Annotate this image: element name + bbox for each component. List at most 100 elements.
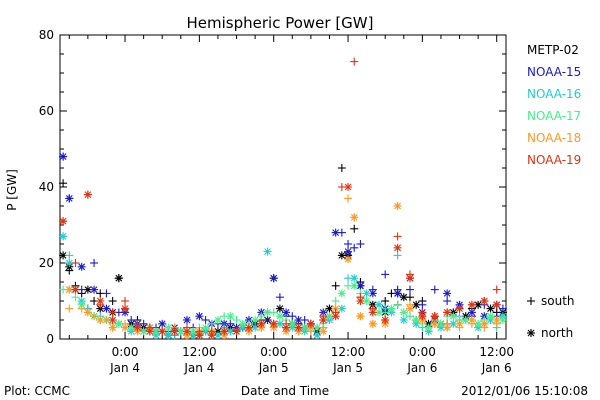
x-tick-date-label: Jan 4 xyxy=(183,361,214,375)
point-metp-02-south xyxy=(337,164,346,172)
x-tick-time-label: 12:00 xyxy=(479,345,514,359)
point-noaa-19-north xyxy=(443,308,452,317)
point-noaa-17-north xyxy=(114,319,123,328)
point-noaa-15-south xyxy=(418,300,427,309)
point-noaa-18-north xyxy=(480,319,489,328)
point-noaa-19-north xyxy=(158,327,167,336)
plus-symbol-icon xyxy=(527,297,535,305)
legend-entry-noaa-17: NOAA-17 xyxy=(527,109,581,123)
point-noaa-17-south xyxy=(207,319,216,328)
point-noaa-18-north xyxy=(467,316,476,324)
point-noaa-19-north xyxy=(59,217,68,226)
point-noaa-18-north xyxy=(344,255,353,264)
point-noaa-16-south xyxy=(393,251,402,260)
y-tick-label: 80 xyxy=(39,28,54,42)
legend-entry-noaa-15: NOAA-15 xyxy=(527,65,581,79)
point-noaa-19-north xyxy=(71,285,80,294)
y-tick-label: 40 xyxy=(39,180,54,194)
point-noaa-19-north xyxy=(455,304,464,313)
point-noaa-18-south xyxy=(344,194,353,203)
point-noaa-19-north xyxy=(232,327,241,336)
point-noaa-17-north xyxy=(251,316,260,324)
x-tick-time-label: 0:00 xyxy=(409,345,436,359)
point-noaa-16-north xyxy=(263,247,272,256)
point-noaa-15-south xyxy=(350,243,359,252)
point-noaa-15-north xyxy=(158,319,167,328)
point-noaa-18-north xyxy=(492,316,501,324)
point-noaa-15-south xyxy=(498,304,507,313)
point-noaa-19-north xyxy=(430,312,439,321)
footer-plot-source: Plot: CCMC xyxy=(4,384,70,398)
footer-timestamp: 2012/01/06 15:10:08 xyxy=(461,384,588,398)
x-tick-date-label: Jan 6 xyxy=(481,361,512,375)
point-noaa-19-north xyxy=(121,304,130,313)
point-noaa-19-north xyxy=(220,327,229,336)
point-noaa-18-north xyxy=(96,316,105,324)
point-noaa-15-south xyxy=(344,240,353,248)
point-noaa-19-north xyxy=(257,319,266,328)
point-noaa-17-south xyxy=(232,316,241,324)
point-noaa-15-north xyxy=(269,274,278,283)
legend-entry-noaa-16: NOAA-16 xyxy=(527,87,581,101)
legend-entry-noaa-18: NOAA-18 xyxy=(527,131,581,145)
point-noaa-15-south xyxy=(201,316,210,324)
point-noaa-15-south xyxy=(430,285,439,294)
point-noaa-19-north xyxy=(356,297,365,305)
point-noaa-19-north xyxy=(480,297,489,305)
point-noaa-18-north xyxy=(121,323,130,332)
point-noaa-19-south xyxy=(492,285,501,294)
point-noaa-19-north xyxy=(393,243,402,252)
point-noaa-17-south xyxy=(393,300,402,309)
point-noaa-15-south xyxy=(90,259,99,267)
point-noaa-19-north xyxy=(133,323,142,332)
point-noaa-15-south xyxy=(275,293,284,302)
legend-marker-label: south xyxy=(541,294,575,308)
point-noaa-16-north xyxy=(164,331,173,340)
point-noaa-19-north xyxy=(244,323,253,332)
point-noaa-17-north xyxy=(275,312,284,321)
point-metp-02-north xyxy=(486,304,495,313)
legend-entry-metp-02: METP-02 xyxy=(527,43,579,57)
point-metp-02-north xyxy=(325,304,334,313)
point-noaa-15-south xyxy=(443,297,452,305)
point-noaa-17-south xyxy=(405,312,414,321)
point-noaa-16-north xyxy=(350,274,359,283)
point-noaa-15-north xyxy=(77,262,86,271)
point-noaa-18-north xyxy=(430,319,439,328)
point-metp-02-south xyxy=(381,297,390,305)
point-metp-02-north xyxy=(114,274,123,283)
point-noaa-15-south xyxy=(127,316,136,324)
point-noaa-15-north xyxy=(90,285,99,294)
point-noaa-19-north xyxy=(83,190,92,199)
point-noaa-19-south xyxy=(71,259,80,267)
point-noaa-19-north xyxy=(344,183,353,191)
point-noaa-18-north xyxy=(319,327,328,336)
point-noaa-19-south xyxy=(108,308,117,317)
x-tick-date-label: Jan 4 xyxy=(109,361,140,375)
point-noaa-19-north xyxy=(170,327,179,336)
point-noaa-19-north xyxy=(319,316,328,324)
point-noaa-19-north xyxy=(207,331,216,340)
point-noaa-17-north xyxy=(486,312,495,321)
legend: METP-02 NOAA-15 NOAA-16 NOAA-17 NOAA-18 NOAA-… xyxy=(527,43,581,340)
x-tick-date-label: Jan 5 xyxy=(258,361,289,375)
point-noaa-15-north xyxy=(65,194,74,203)
point-noaa-17-north xyxy=(449,312,458,321)
point-noaa-18-north xyxy=(83,308,92,317)
point-noaa-17-south xyxy=(71,293,80,302)
x-tick-date-label: Jan 6 xyxy=(406,361,437,375)
point-noaa-18-north xyxy=(350,213,359,222)
point-noaa-19-south xyxy=(350,57,359,66)
point-noaa-16-north xyxy=(375,300,384,309)
point-noaa-15-south xyxy=(102,289,111,298)
point-noaa-19-north xyxy=(282,323,291,332)
x-tick-time-label: 0:00 xyxy=(260,345,287,359)
point-noaa-19-north xyxy=(306,319,315,328)
legend-entry-noaa-19: NOAA-19 xyxy=(527,153,581,167)
point-noaa-17-north xyxy=(461,316,470,324)
point-noaa-16-south xyxy=(65,251,74,260)
point-noaa-18-north xyxy=(443,323,452,332)
chart-title: Hemispheric Power [GW] xyxy=(187,14,374,32)
point-noaa-19-north xyxy=(405,274,414,283)
point-noaa-15-south xyxy=(356,240,365,248)
